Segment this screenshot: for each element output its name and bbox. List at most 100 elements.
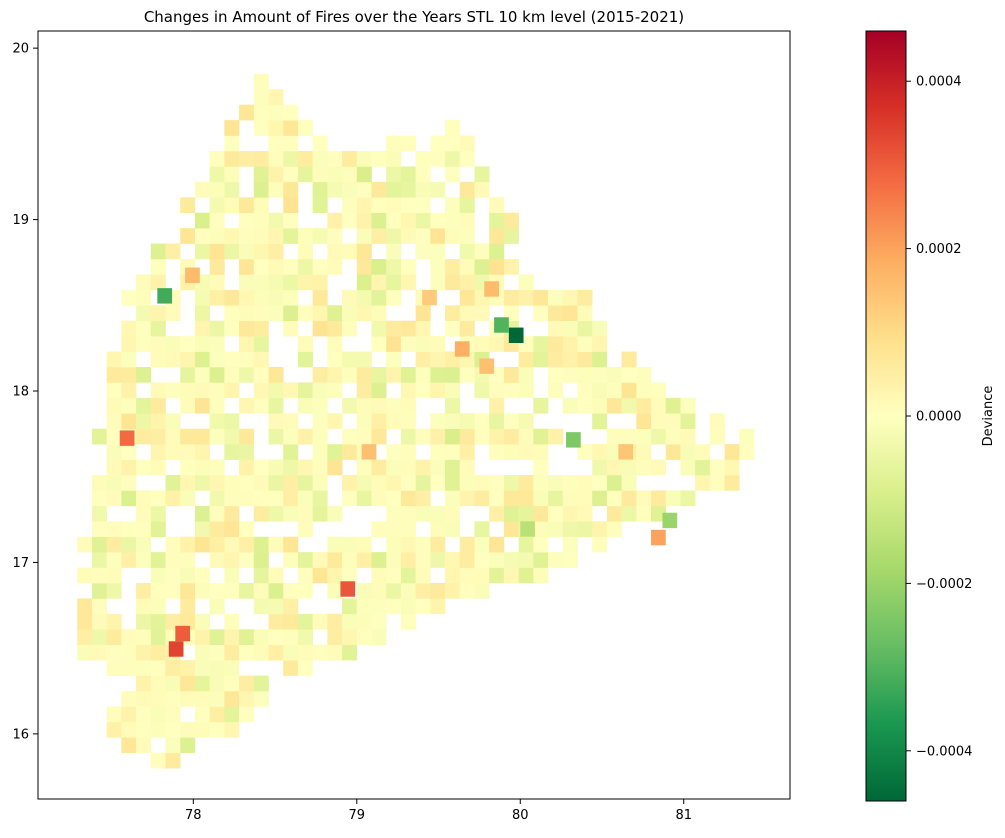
heatmap-cell	[253, 274, 269, 291]
heatmap-cell	[253, 644, 269, 661]
heatmap-cell	[562, 305, 578, 322]
heatmap-cell	[562, 475, 578, 491]
heatmap-cell	[165, 752, 181, 769]
heatmap-cell	[106, 583, 122, 599]
heatmap-cell	[180, 567, 196, 584]
heatmap-cell	[327, 382, 343, 399]
heatmap-cell	[136, 336, 152, 352]
heatmap-cell	[503, 552, 519, 568]
heatmap-cell	[283, 305, 299, 322]
heatmap-cell	[150, 675, 166, 692]
heatmap-cell	[606, 397, 622, 414]
heatmap-cell	[342, 536, 358, 553]
heatmap-cell	[253, 243, 269, 260]
y-axis: 16 17 18 19 20	[12, 42, 38, 742]
heatmap-cell	[356, 598, 372, 615]
heatmap-cell	[651, 490, 667, 507]
heatmap-cell	[548, 382, 564, 399]
heatmap-cell	[621, 397, 637, 414]
heatmap-cell	[297, 521, 313, 538]
heatmap-cell	[445, 228, 461, 244]
heatmap-cell	[430, 583, 446, 599]
heatmap-cell	[592, 444, 608, 460]
heatmap-cell	[621, 351, 637, 368]
heatmap-cell	[386, 197, 402, 214]
heatmap-cell	[606, 490, 622, 507]
heatmap-cell	[327, 166, 343, 183]
heatmap-cell	[459, 567, 475, 584]
heatmap-cell	[592, 490, 608, 507]
heatmap-cell	[606, 459, 622, 476]
heatmap-cell	[224, 644, 240, 661]
heatmap-cell	[474, 475, 490, 491]
heatmap-cell	[680, 413, 696, 430]
heatmap-cell	[268, 397, 284, 414]
heatmap-cell	[136, 274, 152, 291]
heatmap-cell	[253, 73, 269, 90]
heatmap-cell	[371, 228, 387, 244]
heatmap-cell	[209, 660, 225, 676]
heatmap-cell	[400, 197, 416, 214]
heatmap-cell	[224, 475, 240, 491]
heatmap-cell	[224, 721, 240, 738]
heatmap-cell	[327, 228, 343, 244]
heatmap-cell	[77, 567, 93, 584]
colorbar-ticks: −0.0004 −0.0002 0.0000 0.0002 0.0004	[906, 75, 972, 759]
heatmap-cell	[400, 552, 416, 568]
heatmap-cell	[342, 320, 358, 337]
heatmap-cell	[283, 289, 299, 306]
heatmap-cell	[209, 289, 225, 306]
heatmap-cell	[268, 644, 284, 661]
heatmap-cell	[224, 413, 240, 430]
heatmap-cell	[327, 181, 343, 198]
heatmap-cell	[165, 613, 181, 630]
chart-title: Changes in Amount of Fires over the Year…	[144, 8, 684, 26]
heatmap-cell	[636, 490, 652, 507]
heatmap-cell	[121, 721, 137, 738]
heatmap-cell	[253, 305, 269, 322]
heatmap-cell	[297, 583, 313, 599]
heatmap-cell	[445, 120, 461, 136]
heatmap-cell	[283, 104, 299, 121]
heatmap-cell	[106, 644, 122, 661]
heatmap-cell	[400, 228, 416, 244]
heatmap-cell	[283, 259, 299, 275]
heatmap-cell	[562, 320, 578, 337]
heatmap-cell	[445, 505, 461, 522]
heatmap-cell	[503, 382, 519, 399]
heatmap-cell	[474, 567, 490, 584]
heatmap-cell	[400, 505, 416, 522]
heatmap-cell	[606, 382, 622, 399]
heatmap-cell	[209, 505, 225, 522]
heatmap-cell	[371, 397, 387, 414]
heatmap-cell	[459, 212, 475, 229]
heatmap-cell	[503, 444, 519, 460]
heatmap-cell	[209, 367, 225, 383]
heatmap-cell	[445, 428, 461, 445]
heatmap-cell	[209, 181, 225, 198]
heatmap-cell	[665, 397, 681, 414]
heatmap-cell	[430, 135, 446, 152]
heatmap-cell	[253, 228, 269, 244]
heatmap-cell	[386, 243, 402, 260]
heatmap-cell	[400, 336, 416, 352]
heatmap-cell	[415, 598, 431, 615]
heatmap-cell	[400, 567, 416, 584]
y-tick-label: 19	[12, 213, 29, 228]
heatmap-cell	[209, 397, 225, 414]
heatmap-cell	[386, 181, 402, 198]
heatmap-cell	[508, 327, 524, 343]
heatmap-cell	[194, 320, 210, 337]
heatmap-cell	[680, 459, 696, 476]
heatmap-cell	[386, 505, 402, 522]
heatmap-cell	[618, 444, 634, 460]
heatmap-cell	[474, 413, 490, 430]
heatmap-cell	[327, 351, 343, 368]
heatmap-cell	[479, 358, 495, 374]
heatmap-cell	[422, 289, 437, 306]
heatmap-cell	[606, 505, 622, 522]
heatmap-cell	[239, 289, 255, 306]
heatmap-cell	[312, 151, 328, 167]
heatmap-cell	[361, 444, 377, 460]
heatmap-cell	[606, 444, 622, 460]
